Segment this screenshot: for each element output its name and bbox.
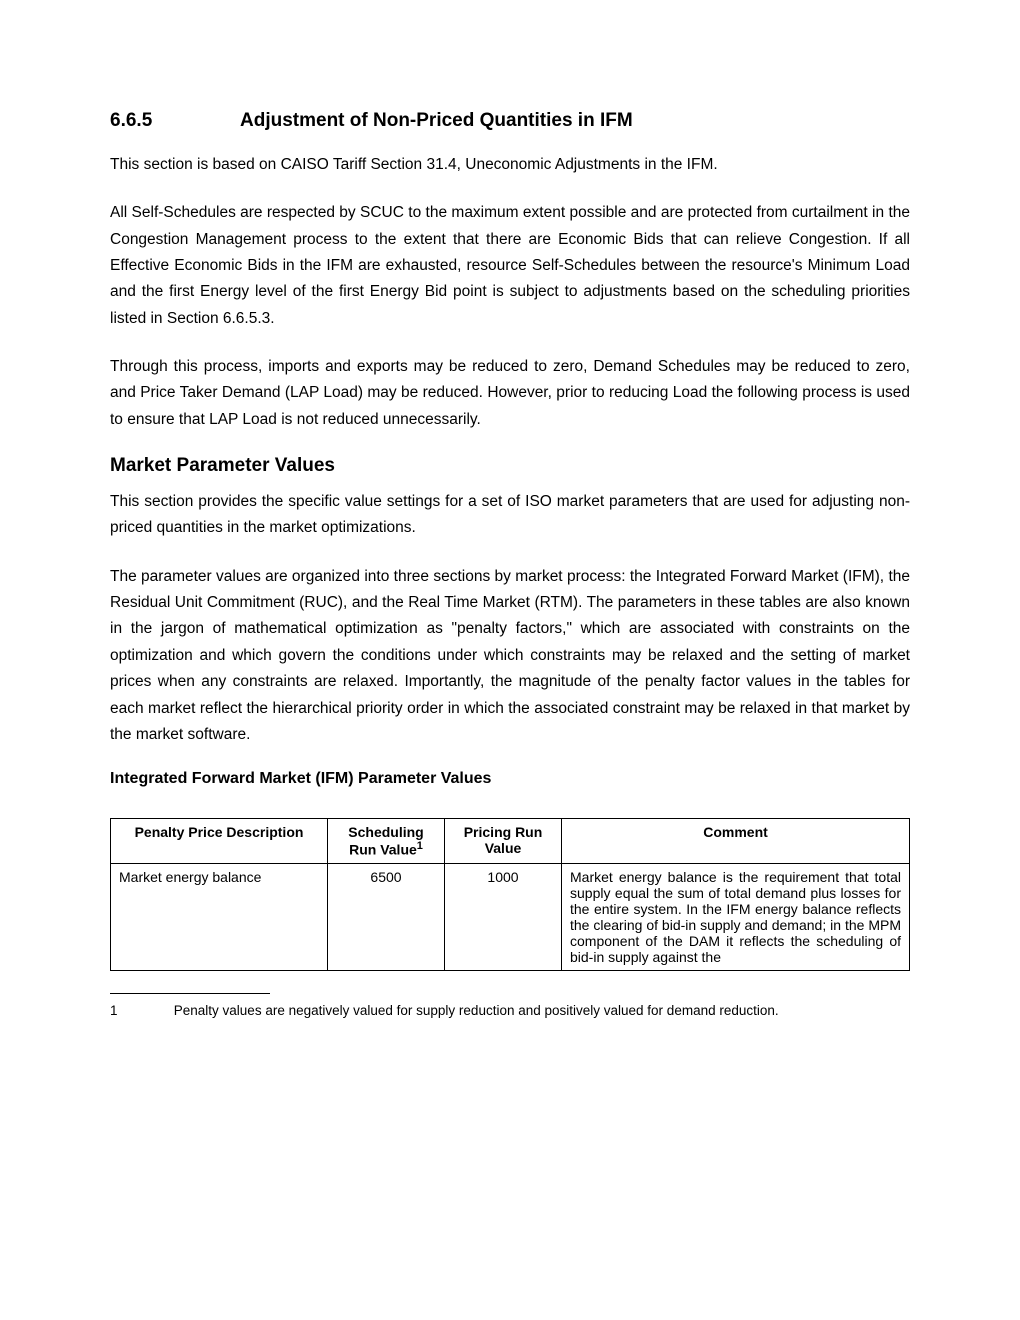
cell-pricing-value: 1000	[445, 863, 562, 970]
table-row: Market energy balance 6500 1000 Market e…	[111, 863, 910, 970]
paragraph-process: Through this process, imports and export…	[110, 354, 910, 433]
paragraph-self-schedules: All Self-Schedules are respected by SCUC…	[110, 200, 910, 332]
cell-comment: Market energy balance is the requirement…	[562, 863, 910, 970]
column-header-footnote-ref: 1	[417, 840, 423, 852]
paragraph-parameter-intro: This section provides the specific value…	[110, 489, 910, 542]
column-header-pricing-line2: Value	[485, 840, 522, 856]
column-header-scheduling-line1: Scheduling	[348, 824, 423, 840]
ifm-parameter-table: Penalty Price Description Scheduling Run…	[110, 818, 910, 971]
footnote-text: Penalty values are negatively valued for…	[174, 1002, 904, 1021]
table-header-row: Penalty Price Description Scheduling Run…	[111, 819, 910, 864]
subsubheading-ifm-parameter-values: Integrated Forward Market (IFM) Paramete…	[110, 770, 910, 788]
section-number: 6.6.5	[110, 110, 240, 132]
footnote-number: 1	[110, 1002, 170, 1021]
section-heading: 6.6.5 Adjustment of Non-Priced Quantitie…	[110, 110, 910, 132]
footnote: 1 Penalty values are negatively valued f…	[110, 1002, 910, 1021]
column-header-pricing-line1: Pricing Run	[464, 824, 543, 840]
paragraph-parameter-organization: The parameter values are organized into …	[110, 564, 910, 748]
subheading-market-parameter-values: Market Parameter Values	[110, 455, 910, 477]
paragraph-intro: This section is based on CAISO Tariff Se…	[110, 152, 910, 178]
section-title: Adjustment of Non-Priced Quantities in I…	[240, 110, 633, 132]
column-header-scheduling-run: Scheduling Run Value1	[328, 819, 445, 864]
cell-description: Market energy balance	[111, 863, 328, 970]
document-page: 6.6.5 Adjustment of Non-Priced Quantitie…	[0, 0, 1020, 1081]
column-header-scheduling-line2: Run Value	[349, 842, 417, 858]
column-header-description: Penalty Price Description	[111, 819, 328, 864]
column-header-pricing-run: Pricing Run Value	[445, 819, 562, 864]
cell-scheduling-value: 6500	[328, 863, 445, 970]
footnote-divider	[110, 993, 270, 994]
column-header-comment: Comment	[562, 819, 910, 864]
